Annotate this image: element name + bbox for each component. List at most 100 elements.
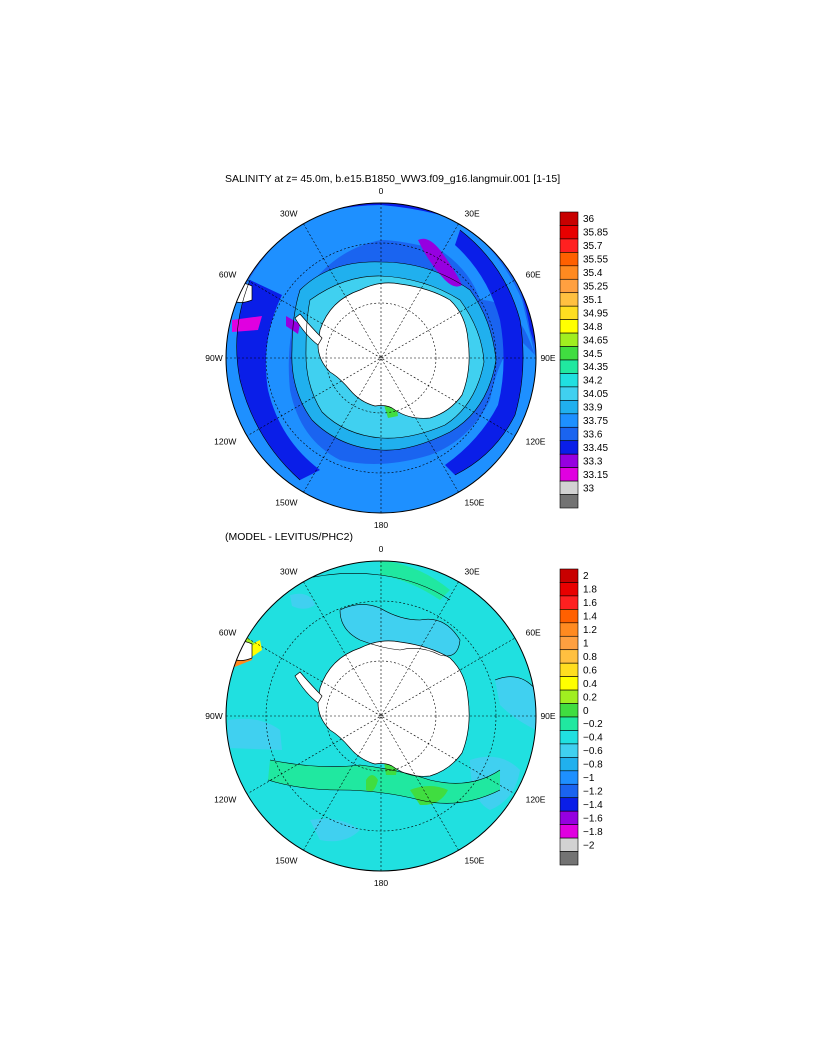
panel2-patch-neg02-north [340, 604, 460, 656]
lon-label-120e: 120E [526, 795, 546, 805]
colorbar-box [559, 568, 579, 583]
colorbar-box [559, 211, 579, 226]
colorbar-box [559, 757, 579, 772]
colorbar-tick-label: −1.6 [583, 813, 603, 824]
colorbar-tick-label: 33.3 [583, 456, 603, 467]
lon-label-180: 180 [374, 520, 388, 530]
lon-label-60e: 60E [526, 270, 541, 280]
lon-label-60w: 60W [219, 628, 236, 638]
colorbar-tick-label: −0.2 [583, 719, 603, 730]
panel2-patch-neg02-e [495, 676, 536, 730]
lon-label-60e: 60E [526, 628, 541, 638]
panel1-patch-33-45-ne [418, 238, 462, 287]
colorbar-box [559, 332, 579, 347]
colorbar-tick-label: 35.1 [583, 295, 603, 306]
colorbar-box [559, 783, 579, 799]
colorbar-box [559, 770, 579, 785]
panel2-map-border [225, 560, 537, 872]
colorbar-box [559, 225, 579, 240]
colorbar-box [559, 346, 579, 361]
panel2-title: (MODEL - LEVITUS/PHC2) [225, 531, 353, 543]
colorbar-tick-label: −0.4 [583, 733, 603, 744]
colorbar-box [559, 480, 579, 495]
colorbar-box [559, 676, 579, 691]
panel2-south-america [226, 640, 253, 661]
panel2-antarctica [317, 640, 470, 777]
colorbar-tick-label: −0.6 [583, 746, 603, 757]
panel1-patch-33-3-w [232, 316, 262, 332]
lon-label-30w: 30W [280, 208, 297, 218]
colorbar-tick-label: 34.8 [583, 322, 603, 333]
colorbar-tick-label: 33.45 [583, 443, 608, 454]
colorbar-box [559, 265, 579, 280]
colorbar-box [559, 252, 579, 267]
colorbar-box [559, 689, 579, 704]
colorbar-tick-label: 33.6 [583, 430, 603, 441]
colorbar-tick-label: 34.5 [583, 349, 603, 360]
colorbar-tick-label: 34.95 [583, 308, 608, 319]
colorbar-tick-label: 35.55 [583, 255, 608, 266]
colorbar-tick-label: 1 [583, 639, 589, 650]
colorbar-box [559, 595, 579, 610]
colorbar-tick-label: −0.8 [583, 760, 603, 771]
colorbar-box [559, 400, 579, 415]
colorbar-box [559, 797, 579, 812]
lon-label-150w: 150W [275, 856, 297, 866]
lon-label-60w: 60W [219, 270, 236, 280]
panel1-contours [236, 229, 524, 481]
panel2-lon-labels: 0 30E 60E 90E 120E 150E 180 150W 120W 90W 60W 30W [205, 544, 556, 888]
lon-label-0: 0 [379, 544, 384, 554]
colorbar-box [559, 635, 579, 651]
lon-label-120e: 120E [526, 437, 546, 447]
colorbar-box [559, 851, 579, 866]
colorbar-tick-label: 34.35 [583, 362, 608, 373]
lon-label-150e: 150E [465, 498, 485, 508]
panel1-map-border [225, 202, 537, 514]
colorbar-tick-label: −1 [583, 773, 595, 784]
colorbar-box [559, 386, 579, 401]
lon-label-30w: 30W [280, 566, 297, 576]
colorbar-tick-label: 1.4 [583, 612, 597, 623]
panel2-map [225, 560, 537, 872]
panel1-antarctica [317, 282, 470, 419]
lon-label-90e: 90E [540, 711, 555, 721]
colorbar-tick-label: 34.05 [583, 389, 608, 400]
colorbar-box [559, 292, 579, 307]
colorbar-tick-label: 33.9 [583, 403, 603, 414]
lon-label-150w: 150W [275, 498, 297, 508]
panel2-patch-neg02-nw [290, 593, 315, 609]
lon-label-120w: 120W [214, 437, 236, 447]
colorbar-tick-label: 0.6 [583, 665, 597, 676]
colorbar-box [559, 730, 579, 745]
lon-label-120w: 120W [214, 795, 236, 805]
lon-label-90w: 90W [205, 353, 222, 363]
colorbar-tick-label: 33 [583, 483, 595, 494]
panel1-title: SALINITY at z= 45.0m, b.e15.B1850_WW3.f0… [225, 173, 560, 185]
colorbar-box [559, 238, 579, 253]
colorbar-tick-label: −2 [583, 840, 595, 851]
lon-label-30e: 30E [465, 566, 480, 576]
panel1-colorbar: 36 35.85 35.7 35.55 35.4 35.25 35.1 34.95 34.8 34… [559, 211, 608, 509]
colorbar-box [559, 837, 579, 852]
colorbar-tick-label: 0.2 [583, 692, 597, 703]
colorbar-tick-label: 35.85 [583, 228, 608, 239]
colorbar-box [559, 609, 579, 624]
colorbar-tick-label: 1.8 [583, 585, 597, 596]
panel2-patch-02-c [366, 775, 378, 792]
lon-label-30e: 30E [465, 208, 480, 218]
colorbar-box [559, 359, 579, 374]
colorbar-tick-label: 0.4 [583, 679, 597, 690]
panel1-lon-labels: 0 30E 60E 90E 120E 150E 180 150W 120W 90W 60W 30W [205, 186, 556, 530]
panel2-patch-neg02-sw [310, 818, 360, 842]
panel2-colorbar: 2 1.8 1.6 1.4 1.2 1 0.8 0.6 0.4 0.2 0 −0.2 −0.4 −0.6 −… [559, 568, 603, 866]
colorbar-box [559, 278, 579, 294]
panel2-patch-02-s [410, 786, 448, 806]
colorbar-box [559, 662, 579, 677]
colorbar-tick-label: 33.75 [583, 416, 608, 427]
colorbar-tick-label: 1.2 [583, 625, 597, 636]
colorbar-box [559, 582, 579, 597]
colorbar-tick-label: 35.25 [583, 282, 608, 293]
colorbar-tick-label: 1.6 [583, 598, 597, 609]
lon-label-0: 0 [379, 186, 384, 196]
